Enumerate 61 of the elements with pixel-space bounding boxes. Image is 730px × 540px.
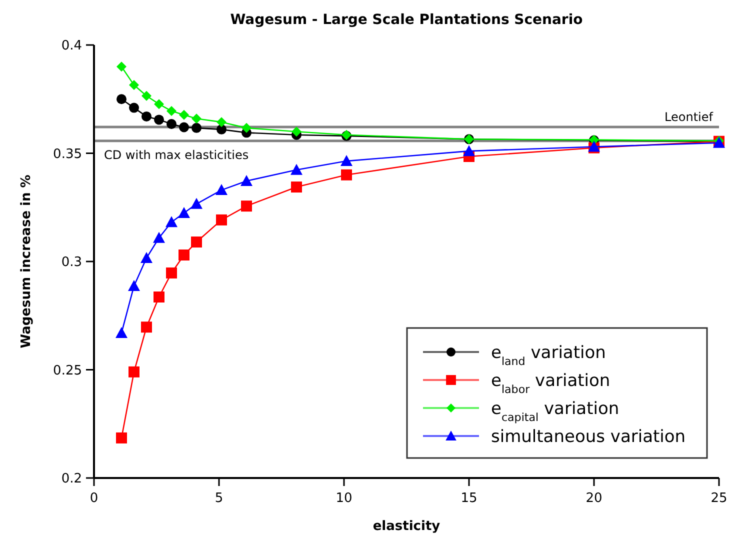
point: [290, 164, 302, 175]
chart-title: Wagesum - Large Scale Plantations Scenario: [230, 12, 584, 28]
point: [179, 122, 189, 132]
point: [116, 94, 126, 104]
point: [463, 145, 475, 156]
legend-label: e$_{land}$ variation: [491, 342, 606, 368]
point: [216, 214, 227, 226]
point: [166, 119, 176, 130]
point: [190, 198, 202, 209]
point: [216, 184, 228, 196]
x-tick-label: 20: [586, 491, 602, 506]
point: [178, 207, 190, 218]
point: [153, 232, 165, 243]
y-axis-title: Wagesum increase in %: [19, 174, 34, 348]
point: [191, 236, 202, 248]
legend-label: simultaneous variation: [491, 426, 686, 447]
point: [292, 126, 302, 137]
x-tick-label: 5: [214, 491, 224, 506]
x-tick-label: 25: [710, 491, 728, 506]
point: [154, 99, 164, 110]
y-tick-label: 0.25: [53, 363, 82, 378]
point: [241, 200, 252, 212]
y-tick-label: 0.35: [53, 146, 82, 162]
point: [178, 250, 190, 261]
point: [240, 174, 252, 186]
point: [216, 117, 226, 128]
point: [116, 326, 128, 338]
x-tick-label: 0: [90, 491, 98, 506]
x-tick-label: 15: [460, 491, 478, 506]
ref-line-label: Leontief: [664, 110, 714, 124]
point: [116, 62, 126, 72]
point: [129, 80, 139, 90]
y-tick-label: 0.2: [61, 472, 82, 487]
point: [142, 90, 152, 101]
point: [154, 114, 164, 125]
point: [179, 110, 189, 120]
point: [129, 102, 139, 113]
point: [140, 252, 152, 264]
point: [128, 280, 140, 291]
point: [291, 182, 302, 193]
y-tick-label: 0.3: [61, 255, 82, 270]
legend-label: e$_{labor}$ variation: [491, 370, 610, 396]
point: [216, 124, 226, 134]
point: [340, 155, 352, 166]
legend-label: e$_{capital}$ variation: [491, 398, 620, 424]
point: [142, 111, 152, 122]
point: [166, 106, 176, 116]
point: [192, 122, 202, 133]
point: [141, 322, 152, 333]
point: [242, 122, 252, 133]
point: [166, 216, 178, 228]
point: [116, 432, 127, 444]
point: [154, 292, 164, 303]
y-tick-label: 0.4: [61, 38, 82, 54]
x-tick-label: 10: [336, 491, 352, 506]
point: [166, 267, 177, 278]
x-axis-title: elasticity: [372, 519, 441, 534]
point: [192, 114, 202, 124]
point: [341, 169, 352, 180]
point: [128, 366, 140, 378]
ref-line-label: CD with max elasticities: [104, 148, 249, 162]
